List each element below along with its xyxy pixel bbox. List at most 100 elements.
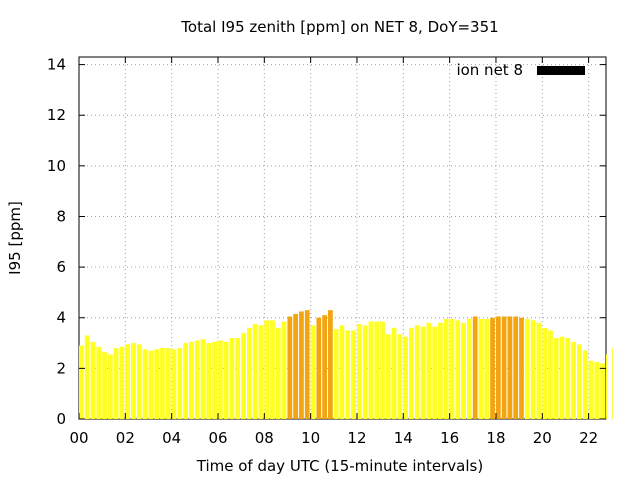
bar bbox=[119, 346, 125, 419]
bar bbox=[472, 316, 478, 419]
bar bbox=[148, 350, 154, 419]
bar bbox=[275, 327, 281, 419]
bar bbox=[339, 325, 345, 419]
bar bbox=[287, 316, 293, 419]
y-tick-label: 4 bbox=[56, 309, 66, 327]
bar bbox=[443, 319, 449, 419]
bar bbox=[206, 343, 212, 419]
y-tick-label: 8 bbox=[56, 207, 66, 225]
x-axis-label: Time of day UTC (15-minute intervals) bbox=[196, 457, 483, 475]
bar bbox=[536, 322, 542, 419]
y-tick-label: 6 bbox=[56, 258, 66, 276]
bar bbox=[600, 363, 605, 419]
bar bbox=[409, 327, 414, 419]
bar bbox=[217, 340, 223, 419]
bar bbox=[333, 329, 339, 419]
bar bbox=[165, 348, 171, 419]
bar bbox=[490, 317, 495, 419]
x-tick-label: 00 bbox=[69, 429, 88, 447]
bar bbox=[594, 362, 600, 419]
bar bbox=[426, 322, 432, 419]
bar bbox=[270, 320, 275, 419]
bar bbox=[501, 316, 507, 419]
bar bbox=[246, 327, 252, 419]
bar bbox=[432, 326, 438, 419]
x-tick-label: 04 bbox=[162, 429, 181, 447]
bar bbox=[374, 321, 380, 419]
bar bbox=[362, 325, 368, 419]
bar bbox=[96, 346, 102, 419]
bar bbox=[356, 324, 362, 419]
bar bbox=[351, 330, 356, 419]
bar bbox=[519, 317, 524, 419]
bar bbox=[548, 330, 553, 419]
bar bbox=[328, 310, 333, 419]
grid bbox=[79, 57, 606, 419]
x-tick-label: 18 bbox=[486, 429, 505, 447]
bar bbox=[478, 319, 484, 419]
bar bbox=[212, 341, 217, 419]
bar bbox=[368, 321, 374, 419]
bar bbox=[582, 350, 588, 419]
y-axis-label: I95 [ppm] bbox=[6, 201, 24, 275]
bar bbox=[223, 341, 229, 419]
bars bbox=[79, 310, 613, 419]
bar bbox=[553, 337, 559, 419]
bar bbox=[194, 340, 200, 419]
bar bbox=[258, 325, 264, 419]
bar bbox=[577, 344, 582, 419]
bar bbox=[304, 310, 310, 419]
bar bbox=[90, 341, 96, 419]
bar bbox=[507, 316, 513, 419]
bar bbox=[524, 319, 530, 419]
x-tick-label: 14 bbox=[394, 429, 413, 447]
bar bbox=[571, 341, 577, 419]
bar bbox=[385, 334, 391, 419]
bar bbox=[310, 325, 316, 419]
x-tick-label: 10 bbox=[301, 429, 320, 447]
y-tick-label: 2 bbox=[56, 359, 66, 377]
y-tick-label: 12 bbox=[47, 106, 66, 124]
chart-title: Total I95 zenith [ppm] on NET 8, DoY=351 bbox=[180, 18, 498, 36]
bar bbox=[565, 337, 571, 419]
bar bbox=[136, 344, 142, 419]
x-tick-label: 06 bbox=[208, 429, 227, 447]
bar bbox=[189, 341, 194, 419]
bar bbox=[559, 336, 565, 419]
legend-label: ion net 8 bbox=[456, 61, 523, 79]
bar bbox=[102, 351, 107, 419]
bar bbox=[229, 337, 235, 419]
bar bbox=[171, 349, 177, 419]
bar bbox=[542, 327, 548, 419]
legend-swatch bbox=[537, 66, 585, 75]
bar bbox=[200, 339, 206, 419]
bar bbox=[177, 348, 183, 419]
bar bbox=[131, 343, 136, 419]
bar bbox=[513, 316, 519, 419]
bar bbox=[606, 354, 607, 419]
bar bbox=[455, 320, 461, 419]
bar bbox=[281, 321, 287, 419]
bar bbox=[154, 349, 160, 419]
bar bbox=[316, 317, 322, 419]
bar bbox=[322, 315, 327, 419]
y-tick-label: 0 bbox=[56, 410, 66, 428]
bar bbox=[345, 330, 351, 419]
bar bbox=[438, 322, 443, 419]
bar bbox=[461, 322, 466, 419]
bar bbox=[588, 360, 594, 419]
bar bbox=[125, 344, 131, 419]
bar bbox=[142, 349, 148, 419]
bar bbox=[79, 345, 84, 419]
bar bbox=[235, 337, 241, 419]
bar bbox=[495, 316, 501, 419]
legend: ion net 8 bbox=[456, 61, 585, 79]
x-tick-label: 02 bbox=[116, 429, 135, 447]
bar bbox=[380, 321, 385, 419]
x-tick-label: 16 bbox=[440, 429, 459, 447]
bar bbox=[391, 327, 397, 419]
bar bbox=[397, 334, 403, 419]
x-tick-label: 22 bbox=[579, 429, 598, 447]
bar bbox=[252, 324, 258, 419]
